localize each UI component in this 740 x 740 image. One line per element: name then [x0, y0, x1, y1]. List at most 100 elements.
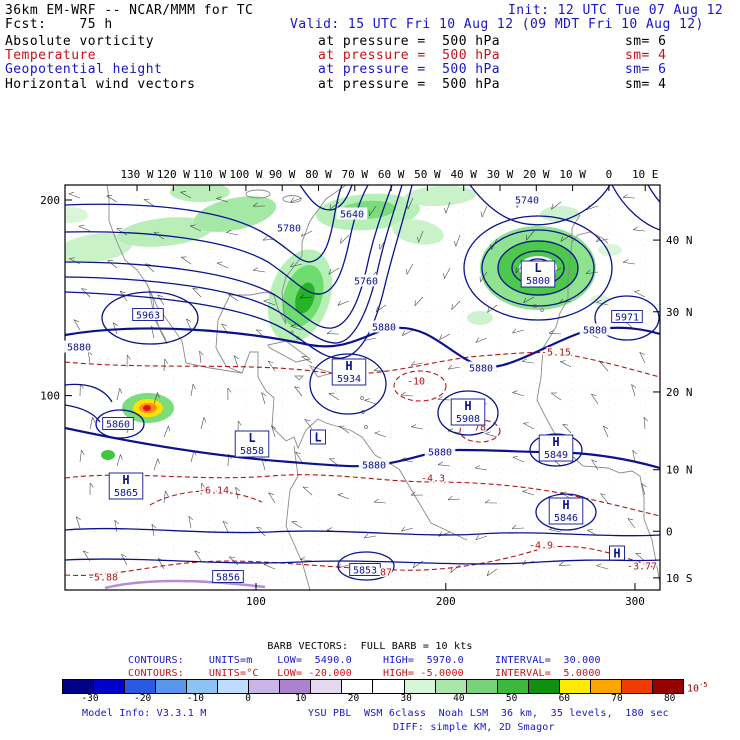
wind-barb [447, 364, 453, 370]
height-contour-label: 5971 [615, 313, 639, 324]
wind-barb [475, 337, 488, 343]
wind-barb [256, 527, 266, 537]
wind-barb [78, 224, 85, 227]
wind-barb [256, 329, 266, 339]
colorbar-segment [280, 680, 312, 693]
wind-barb [228, 453, 232, 459]
wind-barb [337, 564, 350, 569]
bottom-axis-label: 300 [625, 595, 645, 608]
wind-barb [107, 260, 118, 269]
wind-barb [600, 361, 606, 364]
wind-barb [410, 361, 416, 366]
wind-barb [585, 269, 591, 274]
center-symbol: H [122, 473, 129, 487]
wind-barb [153, 458, 159, 471]
center-symbol: L [534, 261, 541, 275]
wind-barb [340, 234, 350, 244]
wind-barb [121, 554, 127, 558]
wind-barb [263, 299, 270, 302]
height-contour-label: 5740 [515, 196, 539, 207]
wind-barb [192, 288, 202, 298]
field-smooth-wind: sm= 4 [625, 77, 667, 92]
colorbar-segment [435, 680, 467, 693]
wind-barb [143, 199, 155, 207]
wind-barb [481, 205, 488, 218]
wind-barb [337, 492, 344, 495]
wind-barb [512, 455, 519, 458]
lon-axis-label: 10 W [559, 168, 586, 181]
wind-barb [523, 423, 535, 430]
colorbar-tick: 80 [663, 693, 676, 704]
wind-barb [475, 337, 479, 343]
wind-barb [271, 425, 277, 430]
center-value: 5849 [544, 450, 568, 461]
wind-barb [163, 359, 166, 372]
wind-barb [559, 300, 572, 304]
wind-barb [79, 450, 82, 463]
wind-barb [261, 392, 267, 397]
wind-barb [487, 568, 498, 577]
wind-barb [83, 550, 91, 562]
height-contour-label-bg [273, 221, 305, 234]
wind-barb [234, 355, 239, 360]
wind-barb [180, 256, 192, 265]
colorbar-tick: 70 [611, 693, 623, 704]
wind-barb [328, 269, 332, 275]
wind-barb [439, 334, 443, 340]
wind-barb [253, 269, 266, 273]
center-symbol: H [552, 435, 559, 449]
lon-axis-label: 130 W [120, 168, 153, 181]
lat-axis-label: 30 N [666, 306, 693, 319]
wind-barb [438, 531, 451, 537]
wind-barb [222, 520, 228, 524]
wind-barb [411, 426, 424, 430]
wind-barb [448, 430, 461, 434]
wind-barb [627, 518, 634, 521]
wind-barb [116, 388, 120, 401]
center-symbol: H [345, 359, 352, 373]
boundary-contour-layer [104, 579, 266, 590]
wind-barb [522, 491, 535, 496]
lon-axis-label: 100 W [229, 168, 262, 181]
wind-barb [639, 351, 645, 356]
wind-barb [521, 358, 528, 362]
wind-barb [484, 499, 490, 504]
wind-barb [591, 459, 599, 471]
wind-barb [402, 329, 414, 336]
height-contour-label-bg [350, 274, 382, 287]
lon-axis-label: 10 E [632, 168, 659, 181]
wind-barb [186, 318, 192, 331]
center-marker-box [609, 545, 625, 561]
height-contour-label-bg [102, 417, 134, 430]
left-axis-label: 100 [40, 390, 60, 403]
wind-barb [413, 560, 424, 569]
wind-barb [443, 273, 445, 279]
wind-barb [337, 300, 341, 306]
colorbar-segment [621, 680, 653, 693]
wind-barb [188, 515, 194, 521]
wind-barb [512, 392, 525, 397]
colorbar-segment [404, 680, 436, 693]
wind-barb [326, 330, 332, 334]
wind-barb [190, 224, 196, 227]
height-contour-label: 5880 [362, 461, 386, 472]
wind-barb [299, 294, 305, 299]
wind-barb [327, 527, 333, 531]
lat-axis-label: 10 S [666, 572, 693, 585]
height-contour-label: 5880 [428, 448, 452, 459]
lon-axis-label: 20 W [523, 168, 550, 181]
height-contour-label: 5780 [277, 224, 301, 235]
wind-barb [235, 487, 239, 500]
wind-barb [632, 450, 636, 463]
wind-barb [216, 196, 222, 199]
wind-barb [453, 240, 457, 247]
wind-barb [406, 263, 414, 275]
wind-barb [68, 191, 75, 195]
lon-axis-label: 30 W [487, 168, 514, 181]
wind-barb [558, 561, 564, 566]
wind-barb [490, 244, 492, 250]
wind-barb [603, 425, 609, 429]
wind-barb [512, 390, 518, 393]
wind-barb [227, 453, 229, 467]
colorbar-tick: -30 [81, 693, 99, 704]
